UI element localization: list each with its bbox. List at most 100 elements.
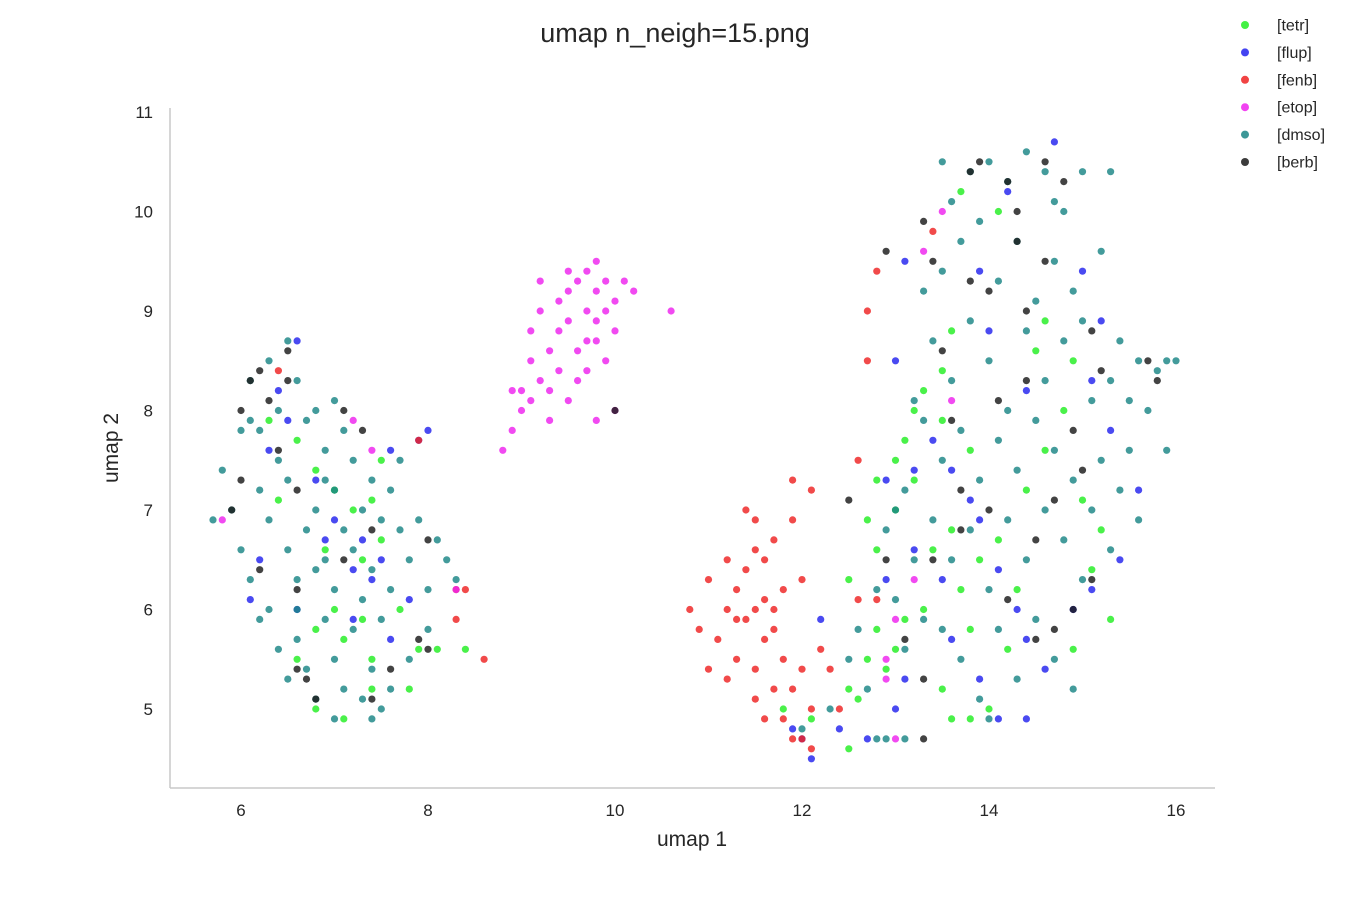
data-point [592, 317, 600, 325]
data-point [592, 416, 600, 424]
data-point [265, 357, 273, 365]
data-point [246, 576, 254, 584]
data-point [966, 496, 974, 504]
data-point [480, 655, 488, 663]
data-point [415, 516, 423, 524]
data-point [387, 486, 395, 494]
data-point [321, 556, 329, 564]
data-point [1060, 207, 1068, 216]
data-point [433, 645, 441, 653]
data-point [985, 506, 993, 514]
data-point [321, 536, 329, 544]
data-point [789, 725, 797, 733]
data-point [948, 715, 956, 723]
data-point [1050, 138, 1058, 146]
data-point [1172, 357, 1180, 365]
data-point [256, 615, 264, 624]
data-point [1060, 536, 1068, 544]
data-point [574, 277, 582, 285]
data-point [891, 596, 900, 604]
y-tick-label: 10 [134, 203, 153, 222]
data-point [387, 635, 395, 644]
data-point [1022, 556, 1030, 564]
data-point [882, 675, 890, 683]
data-point [396, 526, 404, 534]
data-point [340, 715, 348, 723]
data-point [714, 635, 722, 644]
data-point [1013, 675, 1021, 683]
data-point [901, 635, 909, 644]
data-point [349, 506, 357, 514]
data-point [1032, 536, 1040, 544]
data-point [1022, 486, 1030, 494]
data-point [274, 456, 282, 464]
data-point [246, 377, 254, 385]
data-point [1013, 237, 1021, 245]
data-point [611, 327, 619, 335]
data-point [583, 267, 591, 275]
legend-label: [dmso] [1277, 127, 1325, 144]
data-point [602, 277, 610, 285]
data-point [368, 695, 376, 703]
data-point [910, 546, 918, 554]
data-point [985, 705, 993, 713]
data-point [508, 387, 516, 395]
data-point [1135, 486, 1143, 494]
data-point [452, 586, 460, 594]
data-point [349, 625, 357, 634]
data-point [1107, 377, 1115, 385]
data-point [1022, 387, 1030, 395]
data-point [312, 506, 320, 514]
data-point [948, 198, 956, 206]
data-point [302, 416, 311, 424]
data-point [312, 695, 320, 703]
data-point [387, 446, 395, 454]
y-tick-label: 11 [135, 103, 153, 122]
data-point [985, 287, 993, 295]
data-point [948, 466, 956, 474]
data-point [527, 357, 535, 365]
data-point [1078, 168, 1087, 176]
data-point [1153, 377, 1161, 385]
data-point [256, 556, 264, 564]
data-point [312, 406, 320, 415]
data-point [358, 506, 367, 514]
data-point [845, 655, 853, 663]
data-point [284, 347, 292, 355]
data-point [789, 476, 797, 484]
data-point [368, 715, 376, 723]
data-point [929, 436, 937, 444]
data-point [994, 207, 1003, 216]
data-point [948, 635, 956, 644]
data-point [452, 615, 460, 624]
data-point [1004, 188, 1012, 196]
data-point [882, 476, 890, 484]
data-point [321, 546, 329, 554]
data-point [1097, 456, 1105, 464]
data-point [1060, 178, 1068, 186]
data-point [312, 566, 320, 574]
data-point [1097, 317, 1105, 325]
data-point [246, 596, 254, 604]
data-point [274, 387, 282, 395]
data-point [330, 397, 339, 405]
data-point [433, 536, 441, 544]
data-point [377, 456, 385, 464]
data-point [938, 158, 946, 166]
data-point [349, 416, 357, 424]
data-point [265, 605, 273, 614]
data-point [302, 665, 311, 673]
data-point [994, 536, 1003, 544]
data-point [349, 546, 357, 554]
data-point [704, 665, 713, 673]
data-point [789, 516, 797, 524]
data-point [807, 705, 816, 713]
data-point [1032, 615, 1040, 624]
data-point [312, 476, 320, 484]
data-point [1060, 406, 1068, 415]
data-point [424, 625, 432, 634]
x-tick-label: 16 [1167, 801, 1186, 820]
legend-marker [1241, 103, 1249, 112]
data-point [845, 576, 853, 584]
data-point [293, 655, 301, 663]
